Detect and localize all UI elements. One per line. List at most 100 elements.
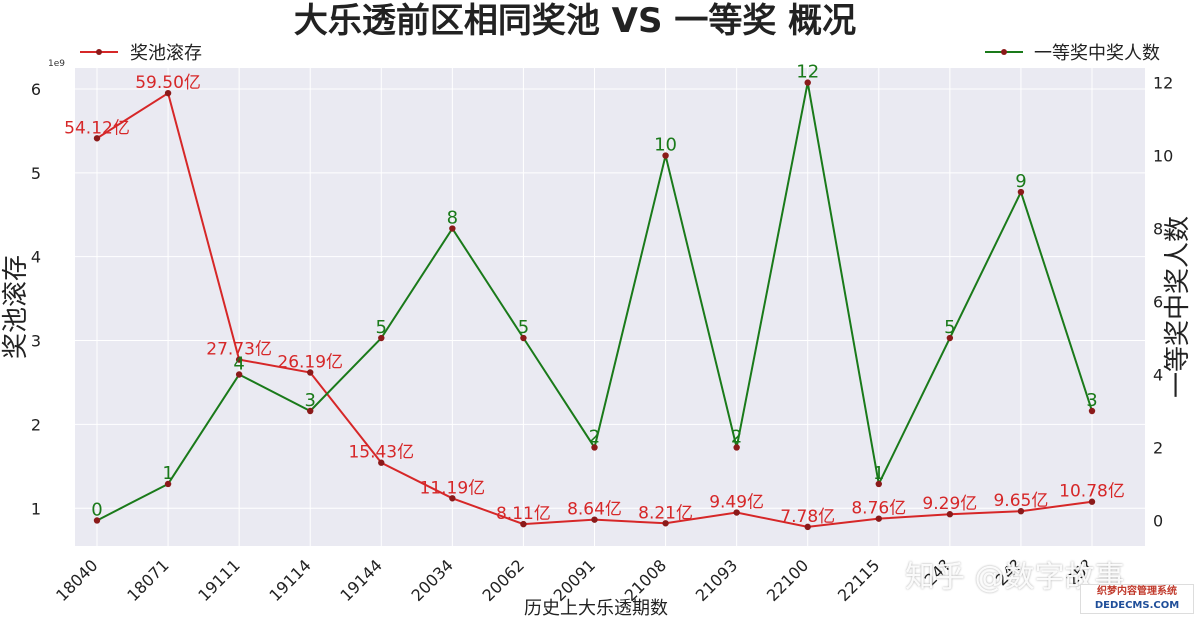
- winners-data-label: 5: [376, 317, 387, 338]
- jackpot-data-label: 26.19亿: [277, 352, 343, 372]
- winners-point: [164, 480, 172, 488]
- x-axis-label: 历史上大乐透期数: [524, 598, 668, 619]
- x-tick-label: 19144: [336, 556, 385, 605]
- left-axis-offset-label: 1e9: [48, 59, 65, 69]
- y-right-tick-label: 8: [1153, 220, 1163, 239]
- jackpot-point: [733, 509, 740, 516]
- winners-point: [520, 334, 527, 342]
- jackpot-data-label: 9.65亿: [993, 491, 1048, 511]
- jackpot-data-label: 11.19亿: [420, 478, 486, 498]
- jackpot-point: [804, 523, 811, 531]
- chart-title: 大乐透前区相同奖池 VS 一等奖 概况: [294, 1, 856, 41]
- jackpot-data-label: 7.78亿: [780, 507, 835, 527]
- y-left-tick-label: 3: [31, 332, 41, 351]
- winners-point: [733, 444, 740, 451]
- winners-point: [378, 334, 385, 342]
- x-tick-label: 20034: [408, 556, 457, 605]
- jackpot-point: [946, 511, 954, 518]
- plot-background: [75, 68, 1145, 546]
- jackpot-point: [449, 495, 456, 502]
- legend-item-jackpot: 奖池滚存: [80, 43, 202, 64]
- jackpot-point: [1088, 498, 1096, 505]
- jackpot-point: [235, 356, 243, 363]
- grid-lines: [75, 68, 1145, 546]
- jackpot-point: [591, 516, 598, 523]
- legend-item-winners: 一等奖中奖人数: [985, 43, 1160, 64]
- winners-data-label: 9: [1015, 171, 1026, 192]
- winners-point: [1088, 407, 1096, 415]
- y-right-tick-label: 2: [1153, 438, 1163, 457]
- legend-marker-jackpot: [96, 49, 102, 55]
- jackpot-data-label: 8.76亿: [851, 499, 906, 519]
- winners-data-label: 0: [91, 499, 102, 520]
- x-tick-label: 18071: [123, 556, 172, 605]
- winners-data-label: 8: [447, 208, 458, 229]
- jackpot-point: [164, 89, 172, 97]
- legend-label-jackpot: 奖池滚存: [130, 43, 202, 64]
- jackpot-point: [1017, 507, 1025, 515]
- y-right-tick-label: 10: [1153, 147, 1173, 166]
- winners-data-label: 4: [233, 354, 244, 375]
- site-watermark: 织梦内容管理系统 DEDECMS.COM: [1080, 584, 1194, 614]
- winners-data-label: 12: [796, 62, 819, 83]
- winners-data-label: 2: [731, 426, 742, 447]
- jackpot-data-label: 15.43亿: [348, 443, 414, 463]
- x-tick-label: 19114: [265, 556, 314, 605]
- winners-data-label: 1: [873, 463, 884, 484]
- winners-point: [946, 334, 954, 342]
- winners-data-label: 2: [589, 426, 600, 447]
- jackpot-data-label: 8.64亿: [567, 500, 622, 520]
- x-tick-label: 18040: [52, 556, 101, 605]
- left-axis-label: 奖池滚存: [1, 255, 31, 359]
- winners-point: [235, 371, 243, 378]
- winners-data-label: 3: [304, 390, 315, 411]
- right-axis-label: 一等奖中奖人数: [1163, 216, 1193, 398]
- y-right-tick-label: 0: [1153, 511, 1163, 530]
- jackpot-point: [520, 520, 527, 528]
- jackpot-data-label: 8.11亿: [496, 504, 551, 524]
- series: [93, 79, 1096, 531]
- jackpot-point: [662, 520, 669, 527]
- legend: 奖池滚存 一等奖中奖人数: [80, 43, 1160, 64]
- winners-point: [591, 444, 598, 451]
- jackpot-data-label: 8.21亿: [638, 503, 693, 523]
- x-tick-label: 21093: [692, 556, 741, 605]
- site-watermark-en: DEDECMS.COM: [1094, 600, 1180, 611]
- winners-data-label: 5: [944, 317, 955, 338]
- winners-point: [662, 152, 669, 159]
- y-left-tick-label: 4: [31, 248, 41, 267]
- jackpot-point: [93, 135, 101, 142]
- jackpot-point: [378, 459, 385, 466]
- y-left-tick-label: 1: [31, 499, 41, 518]
- winners-point: [804, 79, 811, 86]
- winners-point: [449, 225, 456, 232]
- winners-point: [1017, 188, 1025, 196]
- winners-data-label: 5: [518, 317, 529, 338]
- x-tick-label: 19111: [194, 556, 243, 605]
- site-watermark-cn: 织梦内容管理系统: [1097, 586, 1177, 597]
- winners-point: [875, 480, 882, 488]
- jackpot-point: [875, 515, 882, 522]
- y-right-tick-label: 12: [1153, 74, 1173, 93]
- jackpot-data-label: 59.50亿: [135, 73, 201, 93]
- y-left-tick-label: 2: [31, 415, 41, 434]
- legend-label-winners: 一等奖中奖人数: [1034, 43, 1160, 64]
- jackpot-data-label: 27.73亿: [206, 340, 272, 360]
- y-left-tick-label: 6: [31, 80, 41, 99]
- winners-point: [93, 517, 101, 524]
- jackpot-point: [307, 369, 314, 376]
- jackpot-data-label: 9.49亿: [709, 493, 764, 513]
- jackpot-data-label: 9.29亿: [922, 494, 977, 514]
- winners-data-label: 3: [1086, 390, 1097, 411]
- x-tick-label: 20062: [479, 556, 528, 605]
- legend-marker-winners: [1001, 49, 1007, 55]
- y-right-tick-label: 6: [1153, 293, 1163, 312]
- jackpot-data-label: 10.78亿: [1059, 482, 1125, 502]
- y-left-tick-label: 5: [31, 164, 41, 183]
- winners-data-label: 1: [162, 463, 173, 484]
- y-right-tick-label: 4: [1153, 366, 1163, 385]
- jackpot-data-label: 54.12亿: [64, 118, 130, 138]
